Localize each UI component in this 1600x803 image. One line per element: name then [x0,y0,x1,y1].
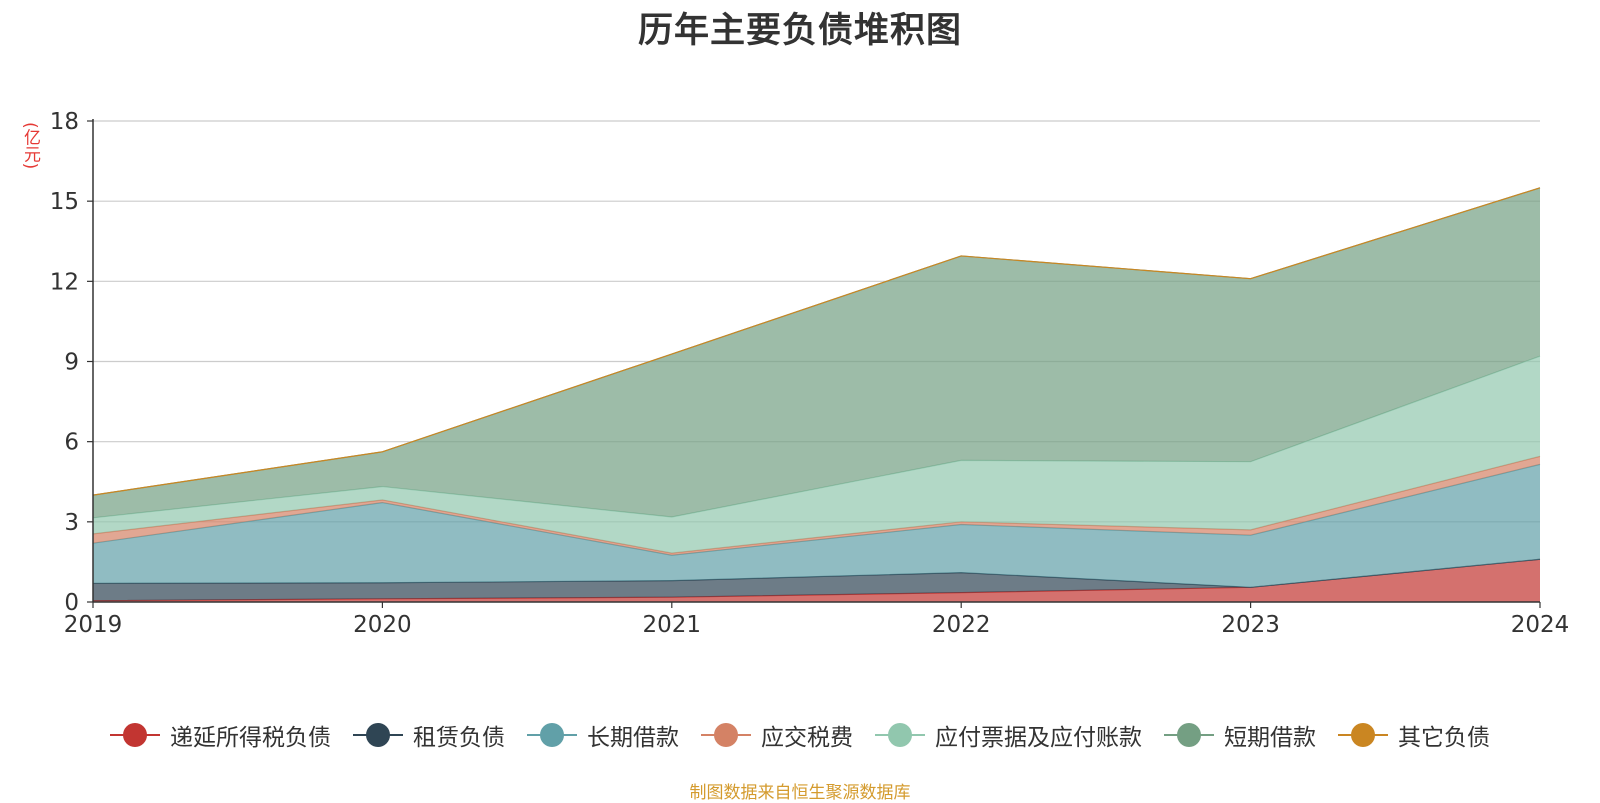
y-tick-label: 9 [64,350,79,376]
x-tick-labels: 2019 2020 2021 2022 2023 2024 [64,602,1570,638]
legend-marker-icon [1338,723,1388,747]
x-tick-label: 2020 [353,612,412,638]
legend-label: 短期借款 [1224,725,1316,751]
legend-marker-icon [701,723,751,747]
area-series-0 [93,559,1540,602]
area-series-5 [93,187,1540,518]
legend-item[interactable]: 租赁负债 [353,718,505,752]
legend-marker-icon [527,723,577,747]
x-tick-label: 2019 [64,612,123,638]
y-tick-label: 3 [64,510,79,536]
legend-label: 长期借款 [587,725,679,751]
legend-marker-icon [875,723,925,747]
legend-item[interactable]: 应付票据及应付账款 [875,718,1142,752]
legend-label: 租赁负债 [413,725,505,751]
y-tick-label: 12 [50,269,79,295]
legend-label: 其它负债 [1398,725,1490,751]
area-series-2 [93,464,1540,588]
legend-item[interactable]: 长期借款 [527,718,679,752]
legend-label: 应付票据及应付账款 [935,725,1142,751]
chart-title: 历年主要负债堆积图 [637,11,962,51]
legend-item[interactable]: 其它负债 [1338,718,1490,752]
y-axis-unit-label: (亿元) [20,122,40,170]
legend-item[interactable]: 递延所得税负债 [110,718,331,752]
y-tick-labels: 0 3 6 9 12 15 18 [50,109,93,616]
legend-item[interactable]: 应交税费 [701,718,853,752]
legend-marker-icon [1164,723,1214,747]
legend-label: 应交税费 [761,725,853,751]
x-tick-label: 2024 [1511,612,1570,638]
area-series-1 [93,559,1540,601]
area-series-3 [93,456,1540,556]
legend: 递延所得税负债 租赁负债 长期借款 应交税费 应付票据及应付账款 短期借款 其它负债 [0,718,1600,752]
area-series [92,187,1541,602]
x-tick-label: 2023 [1221,612,1280,638]
area-series-4 [93,356,1540,554]
y-tick-label: 0 [64,590,79,616]
legend-item[interactable]: 短期借款 [1164,718,1316,752]
y-tick-label: 18 [50,109,79,135]
y-tick-label: 6 [64,430,79,456]
legend-marker-icon [110,723,160,747]
legend-label: 递延所得税负债 [170,725,331,751]
x-tick-label: 2022 [932,612,991,638]
y-tick-label: 15 [50,189,79,215]
x-tick-label: 2021 [643,612,702,638]
data-source-footer: 制图数据来自恒生聚源数据库 [689,783,911,803]
legend-marker-icon [353,723,403,747]
series-line-6 [92,187,1541,496]
